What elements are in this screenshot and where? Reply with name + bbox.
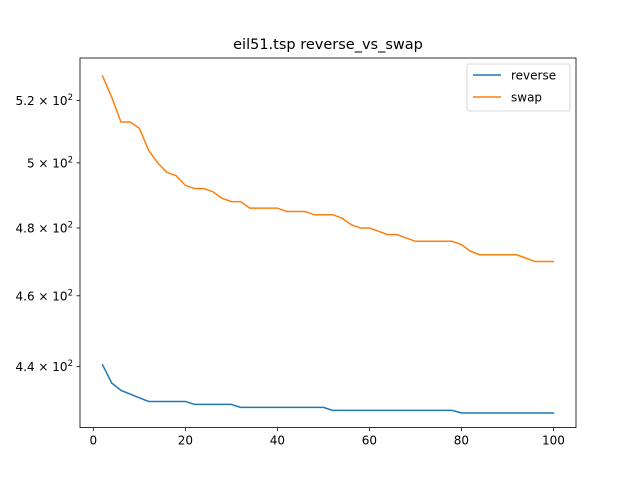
- x-tick-label: 100: [542, 434, 565, 448]
- plot-area: [101, 75, 555, 414]
- legend-label-swap: swap: [511, 91, 542, 105]
- legend: reverse swap: [466, 63, 571, 112]
- x-tick-label: 80: [454, 434, 469, 448]
- y-tick-label: 4.4 × 102: [16, 359, 73, 374]
- y-tick-label: 5.2 × 102: [16, 93, 73, 108]
- axes-frame: [79, 57, 577, 429]
- y-tick-label: 4.8 × 102: [16, 220, 73, 235]
- y-tick-label: 5 × 102: [27, 155, 73, 170]
- x-tick-label: 0: [90, 434, 98, 448]
- chart-title: eil51.tsp reverse_vs_swap: [233, 37, 423, 53]
- legend-label-reverse: reverse: [511, 69, 556, 83]
- series-line-swap: [101, 75, 555, 263]
- x-tick-label: 40: [270, 434, 285, 448]
- x-tick-label: 60: [362, 434, 377, 448]
- x-tick-label: 20: [178, 434, 193, 448]
- y-tick-label: 4.6 × 102: [16, 288, 73, 303]
- series-line-reverse: [101, 363, 555, 414]
